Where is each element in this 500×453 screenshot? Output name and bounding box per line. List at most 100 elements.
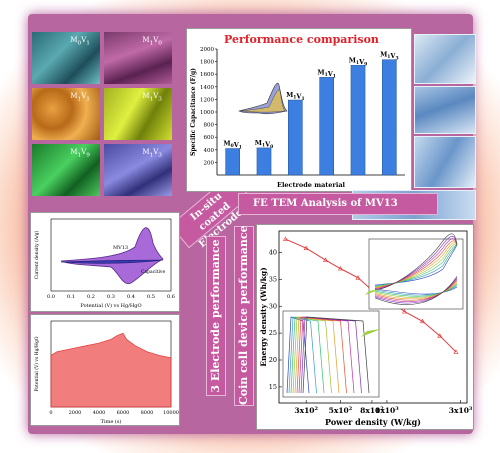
ragone-point-1 [303,245,309,250]
ragone-inset-gcd-curve-5 [296,316,347,394]
ragone-x-label: Power density (W/kg) [325,417,421,427]
y-tick-label-5: 1200 [200,97,214,103]
ragone-y-tick-0: 15 [269,383,277,391]
bar-5 [382,59,397,176]
cv-x-tick-6: 0.6 [167,294,175,300]
sem-label-3: M1V1 [70,92,90,103]
sem-image-1: M0V1 [32,32,100,84]
cv-chart: 0.0 0.1 0.2 0.3 0.4 0.5 0.6 Potential (V) vs Hg… [33,218,175,309]
ragone-point-3 [337,266,343,271]
ragone-inset-cv [368,233,464,310]
ragone-y-tick-3: 30 [269,302,277,310]
y-tick-label-8: 1800 [200,60,214,66]
sem-label-1: M0V1 [70,36,90,47]
gcd-chart: 0 2000 4000 6000 8000 10000 Time (s) Potential … [33,320,179,425]
tem-image-1 [414,34,476,84]
sem-image-5: M1V9 [32,144,100,196]
y-axis-label: Specific Capacitance (F/g) [190,68,197,156]
sem-label-4: M1V3 [142,92,162,103]
ragone-inset-gcd-curve-4 [294,316,340,394]
ragone-inset-gcd-curve-3 [292,316,332,394]
inset-cv [238,83,288,115]
bar-label-5: M1V3 [380,51,399,62]
cv-frame [50,218,172,292]
y-tick-label-6: 1400 [200,85,214,91]
ragone-point-2 [322,257,329,262]
sem-image-2: M1V0 [104,32,172,84]
sem-label-6: M1V3 [142,148,162,159]
ragone-point-8 [420,318,426,324]
bar-1 [256,147,272,176]
cv-x-tick-4: 0.4 [127,294,135,300]
bar-label-2: M1V1 [286,91,305,102]
y-tick-label-3: 800 [204,123,215,129]
cv-loop-mv13 [60,227,164,285]
y-tick-label-4: 1000 [200,110,214,116]
y-tick-label-1: 400 [204,148,215,154]
y-tick-label-9: 2000 [200,47,214,53]
chart-title: Performance comparison [224,33,379,46]
ragone-y-label: Energy density (Wh/kg) [259,267,268,366]
cv-annotation-capacitive: Capacitive [141,269,165,275]
ragone-x-tick-3: 1x103 [375,406,399,415]
gcd-chart-panel: 0 2000 4000 6000 8000 10000 Time (s) Potential … [30,314,180,426]
performance-chart-panel: 200 400 600 800 1000 1200 1400 1600 1800 2000 M0V1… [186,28,412,192]
cv-x-tick-3: 0.3 [107,294,115,300]
inset-cv-loop-2 [240,89,286,113]
ragone-point-7 [402,309,408,314]
ragone-y-tick-5: 40 [269,249,277,257]
coin-cell-banner: Coin cell device performance [234,225,254,406]
cv-x-label: Potential (V) vs Hg/HgO [80,302,141,309]
ragone-inset-gcd-curve-2 [290,316,325,394]
tem-image-3 [414,136,476,188]
cv-annotation-mv13: MV13 [113,245,128,251]
cv-x-tick-0: 0.0 [47,294,55,300]
three-electrode-banner: 3 Electrode performance [206,236,226,396]
ragone-y-tick-4: 35 [269,275,277,283]
bar-label-4: M1V9 [349,56,368,67]
gcd-x-tick-4: 8000 [141,410,154,416]
bar-4 [350,65,366,176]
ragone-y-tick-1: 20 [269,356,277,364]
cv-x-tick-1: 0.1 [67,294,75,300]
bar-label-1: M1V0 [255,139,274,150]
arrow-to-gcd-inset [361,329,381,337]
gcd-y-label: Potential (V) vs Hg/HgO [33,336,40,391]
bar-3 [319,77,334,176]
bar-label-0: M0V1 [223,140,242,151]
tem-banner: FE TEM Analysis of MV13 [238,193,438,215]
gcd-x-tick-1: 2000 [69,410,82,416]
sem-image-4: M1V3 [104,88,172,140]
sem-image-3: M1V1 [32,88,100,140]
ragone-inset-gcd-curve-6 [298,316,355,394]
ragone-point-0 [282,236,288,241]
bar-label-3: M1V1 [317,68,336,79]
sem-image-6: M1V3 [104,144,172,196]
cv-x-tick-2: 0.2 [87,294,95,300]
gcd-x-tick-5: 10000 [163,410,179,416]
ragone-chart-panel: 3x102 5x102 8x102 1x103 3x103 15 20 25 30 35 40 Pow… [256,224,474,430]
y-tick-label-0: 200 [204,160,215,166]
ragone-point-10 [453,349,459,354]
bar-0 [225,148,240,176]
y-tick-label-2: 600 [204,135,215,141]
gcd-x-label: Time (s) [101,418,122,425]
ragone-point-9 [437,333,443,338]
gcd-x-tick-0: 0 [49,410,52,416]
ragone-y-tick-2: 25 [269,329,277,337]
cv-y-label: Current density (A/g) [33,230,40,279]
ragone-inset-gcd [282,310,380,398]
y-tick-label-7: 1600 [200,72,214,78]
ragone-inset-cv-curve-8 [374,233,458,305]
tem-image-2 [414,86,476,134]
cv-x-tick-5: 0.5 [147,294,155,300]
gcd-x-tick-2: 4000 [93,410,106,416]
arrow-to-cv-inset [365,289,381,295]
ragone-x-tick-4: 3x103 [449,406,473,415]
sem-label-2: M1V0 [142,36,162,47]
ragone-point-4 [355,275,361,280]
bar-2 [288,99,303,176]
ragone-inset-gcd-curve-8 [302,316,370,394]
